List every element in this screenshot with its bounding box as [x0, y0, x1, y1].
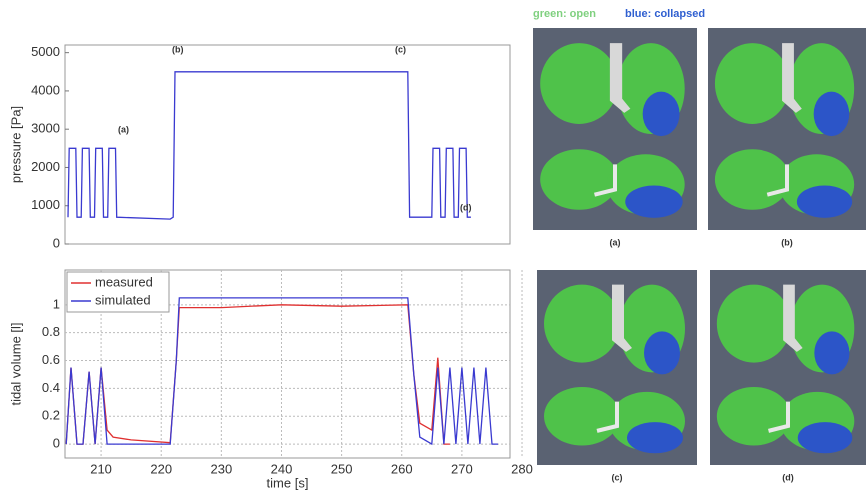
lung-region [796, 185, 853, 218]
lung-region [716, 284, 791, 363]
x-tick-label: 230 [210, 461, 232, 476]
x-tick-label: 270 [451, 461, 473, 476]
x-tick-label: 210 [90, 461, 112, 476]
x-tick-label: 220 [150, 461, 172, 476]
annotation: (a) [118, 124, 129, 134]
y-tick-label: 0 [53, 235, 60, 250]
lung-region [540, 149, 619, 210]
legend-collapsed: blue: collapsed [625, 8, 705, 20]
x-tick-label: 260 [391, 461, 413, 476]
trachea [782, 43, 802, 113]
trachea [783, 284, 803, 352]
bronchus [766, 164, 789, 197]
panel-label: (a) [610, 237, 621, 247]
y-tick-label: 0.6 [42, 352, 60, 367]
x-axis-label: time [s] [267, 475, 309, 490]
lung-region [813, 91, 850, 137]
lung-region [625, 185, 683, 218]
annotation: (c) [395, 44, 406, 54]
y-tick-label: 1 [53, 296, 60, 311]
y-tick-label: 0.2 [42, 408, 60, 423]
legend-box [66, 271, 170, 313]
bronchus [768, 401, 790, 433]
legend-label: simulated [95, 292, 151, 307]
lung-panel [533, 28, 697, 230]
trachea [609, 43, 631, 113]
y-tick-label: 2000 [31, 159, 60, 174]
trachea [612, 284, 632, 352]
y-tick-label: 0.4 [42, 380, 60, 395]
x-tick-label: 280 [511, 461, 533, 476]
y-axis-label: pressure [Pa] [8, 106, 23, 183]
lung-panel [537, 270, 697, 465]
plot-area [64, 269, 511, 459]
data-line [65, 304, 450, 445]
lung-region [644, 331, 680, 375]
lung-region [544, 284, 620, 363]
y-axis-label: tidal volume [l] [8, 322, 23, 405]
bronchus [594, 164, 617, 197]
annotation: (b) [172, 44, 184, 54]
lung-region [714, 43, 790, 124]
y-tick-label: 0 [53, 436, 60, 451]
panel-label: (c) [612, 472, 623, 482]
lung-region [642, 91, 680, 137]
y-tick-label: 3000 [31, 121, 60, 136]
x-tick-label: 250 [331, 461, 353, 476]
lung-region [627, 422, 683, 454]
legend-open: green: open [533, 8, 596, 20]
lung-panel [708, 28, 866, 230]
y-tick-label: 1000 [31, 197, 60, 212]
panel-label: (b) [781, 237, 793, 247]
x-tick-label: 240 [271, 461, 293, 476]
lung-panel [710, 270, 866, 465]
lung-region [814, 331, 850, 375]
lung-region [797, 422, 853, 454]
y-tick-label: 5000 [31, 44, 60, 59]
y-tick-label: 4000 [31, 82, 60, 97]
data-line [67, 71, 471, 220]
legend-label: measured [95, 274, 153, 289]
annotation: (d) [460, 202, 472, 212]
y-tick-label: 0.8 [42, 324, 60, 339]
data-line [65, 297, 498, 446]
panel-label: (d) [782, 472, 794, 482]
lung-region [714, 149, 790, 210]
lung-region [544, 387, 620, 446]
lung-region [716, 387, 791, 446]
plot-area [64, 44, 511, 245]
bronchus [596, 401, 619, 433]
lung-region [540, 43, 619, 124]
